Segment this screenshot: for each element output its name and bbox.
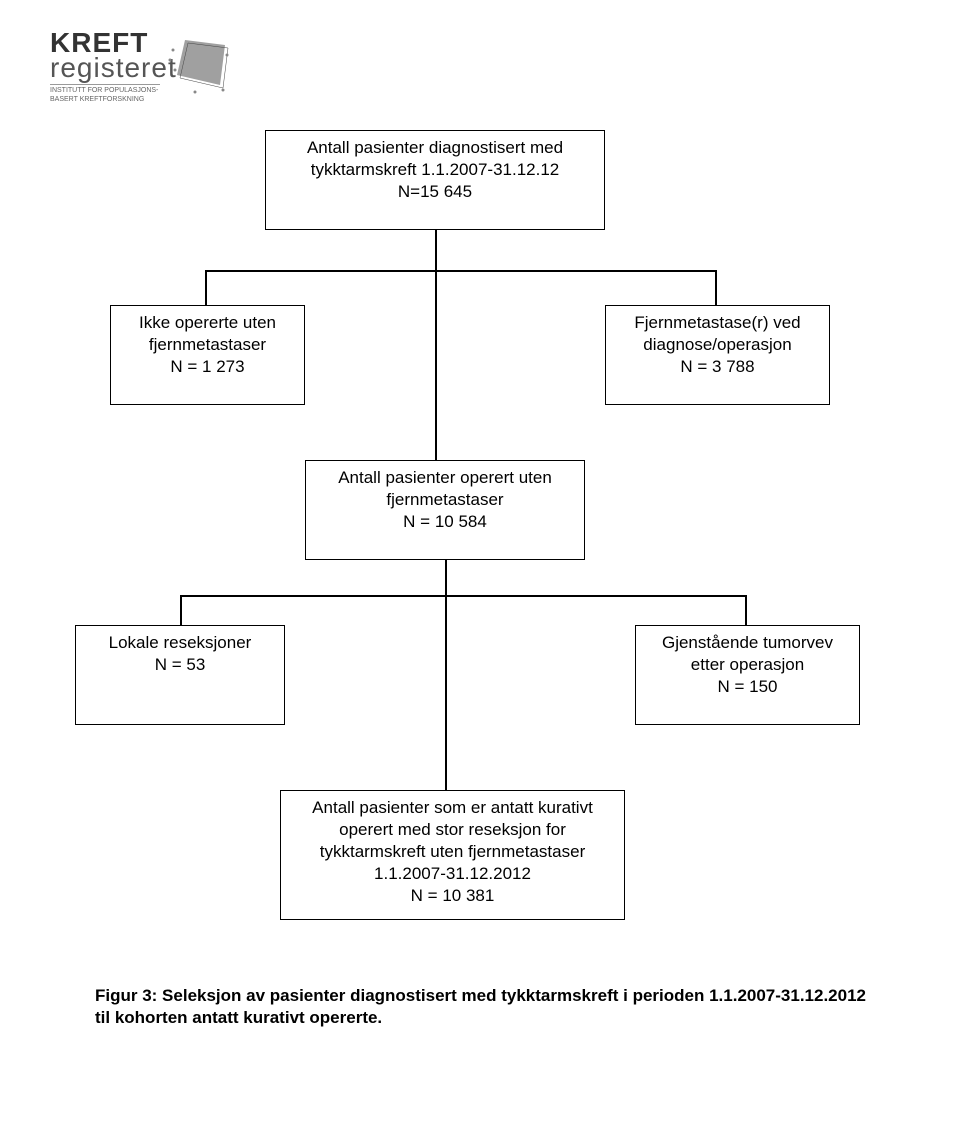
connector bbox=[435, 270, 437, 460]
node-text: Gjenstående tumorvev bbox=[662, 632, 833, 654]
node-text: tykktarmskreft uten fjernmetastaser bbox=[320, 841, 585, 863]
flow-node-n2: Ikke opererte utenfjernmetastaserN = 1 2… bbox=[110, 305, 305, 405]
connector bbox=[180, 595, 745, 597]
node-text: etter operasjon bbox=[691, 654, 804, 676]
logo-line2: registeret bbox=[50, 52, 177, 83]
node-text: N = 10 381 bbox=[411, 885, 495, 907]
logo-text: KREFT registeret bbox=[50, 30, 177, 80]
node-text: N = 1 273 bbox=[170, 356, 244, 378]
logo-icon bbox=[165, 30, 235, 100]
connector bbox=[745, 595, 747, 625]
flow-node-n5: Lokale reseksjonerN = 53 bbox=[75, 625, 285, 725]
connector bbox=[715, 270, 717, 305]
node-text: Antall pasienter operert uten bbox=[338, 467, 552, 489]
node-text: fjernmetastaser bbox=[386, 489, 503, 511]
node-text: N = 10 584 bbox=[403, 511, 487, 533]
connector bbox=[445, 560, 447, 595]
connector bbox=[435, 230, 437, 270]
node-text: N = 53 bbox=[155, 654, 206, 676]
flow-node-n6: Gjenstående tumorvevetter operasjonN = 1… bbox=[635, 625, 860, 725]
logo-subtext: INSTITUTT FOR POPULASJONS- BASERT KREFTF… bbox=[50, 84, 160, 104]
node-text: Ikke opererte uten bbox=[139, 312, 276, 334]
node-text: N = 3 788 bbox=[680, 356, 754, 378]
caption-text: Figur 3: Seleksjon av pasienter diagnost… bbox=[95, 986, 866, 1027]
node-text: Fjernmetastase(r) ved bbox=[634, 312, 800, 334]
connector bbox=[180, 595, 182, 625]
figure-caption: Figur 3: Seleksjon av pasienter diagnost… bbox=[95, 985, 885, 1029]
connector bbox=[205, 270, 715, 272]
connector bbox=[445, 595, 447, 790]
node-text: fjernmetastaser bbox=[149, 334, 266, 356]
flow-node-n7: Antall pasienter som er antatt kurativto… bbox=[280, 790, 625, 920]
node-text: tykktarmskreft 1.1.2007-31.12.12 bbox=[311, 159, 560, 181]
flow-node-n4: Antall pasienter operert utenfjernmetast… bbox=[305, 460, 585, 560]
node-text: diagnose/operasjon bbox=[643, 334, 791, 356]
node-text: Antall pasienter diagnostisert med bbox=[307, 137, 563, 159]
node-text: Lokale reseksjoner bbox=[109, 632, 252, 654]
flow-node-n1: Antall pasienter diagnostisert medtykkta… bbox=[265, 130, 605, 230]
node-text: operert med stor reseksjon for bbox=[339, 819, 566, 841]
node-text: N = 150 bbox=[717, 676, 777, 698]
logo: KREFT registeret INSTITUTT FOR POPULASJO… bbox=[50, 30, 177, 104]
logo-sub1: INSTITUTT FOR POPULASJONS- bbox=[50, 87, 158, 94]
logo-sub2: BASERT KREFTFORSKNING bbox=[50, 96, 144, 103]
node-text: Antall pasienter som er antatt kurativt bbox=[312, 797, 593, 819]
flow-node-n3: Fjernmetastase(r) veddiagnose/operasjonN… bbox=[605, 305, 830, 405]
node-text: N=15 645 bbox=[398, 181, 472, 203]
connector bbox=[205, 270, 207, 305]
node-text: 1.1.2007-31.12.2012 bbox=[374, 863, 531, 885]
